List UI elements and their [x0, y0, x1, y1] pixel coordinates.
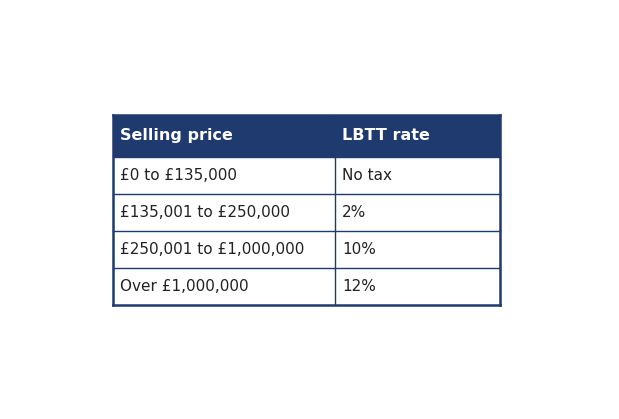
Text: Selling price: Selling price	[120, 128, 233, 143]
Text: £250,001 to £1,000,000: £250,001 to £1,000,000	[120, 242, 305, 257]
Text: 10%: 10%	[342, 242, 376, 257]
Text: £135,001 to £250,000: £135,001 to £250,000	[120, 205, 290, 220]
Bar	[113, 115, 500, 157]
Bar	[113, 231, 500, 268]
Text: 12%: 12%	[342, 279, 376, 294]
Text: £0 to £135,000: £0 to £135,000	[120, 168, 237, 183]
Bar	[113, 157, 500, 194]
Text: Over £1,000,000: Over £1,000,000	[120, 279, 249, 294]
Text: LBTT rate: LBTT rate	[342, 128, 430, 143]
Bar	[113, 268, 500, 305]
Text: 2%: 2%	[342, 205, 366, 220]
Text: No tax: No tax	[342, 168, 392, 183]
Bar	[113, 194, 500, 231]
